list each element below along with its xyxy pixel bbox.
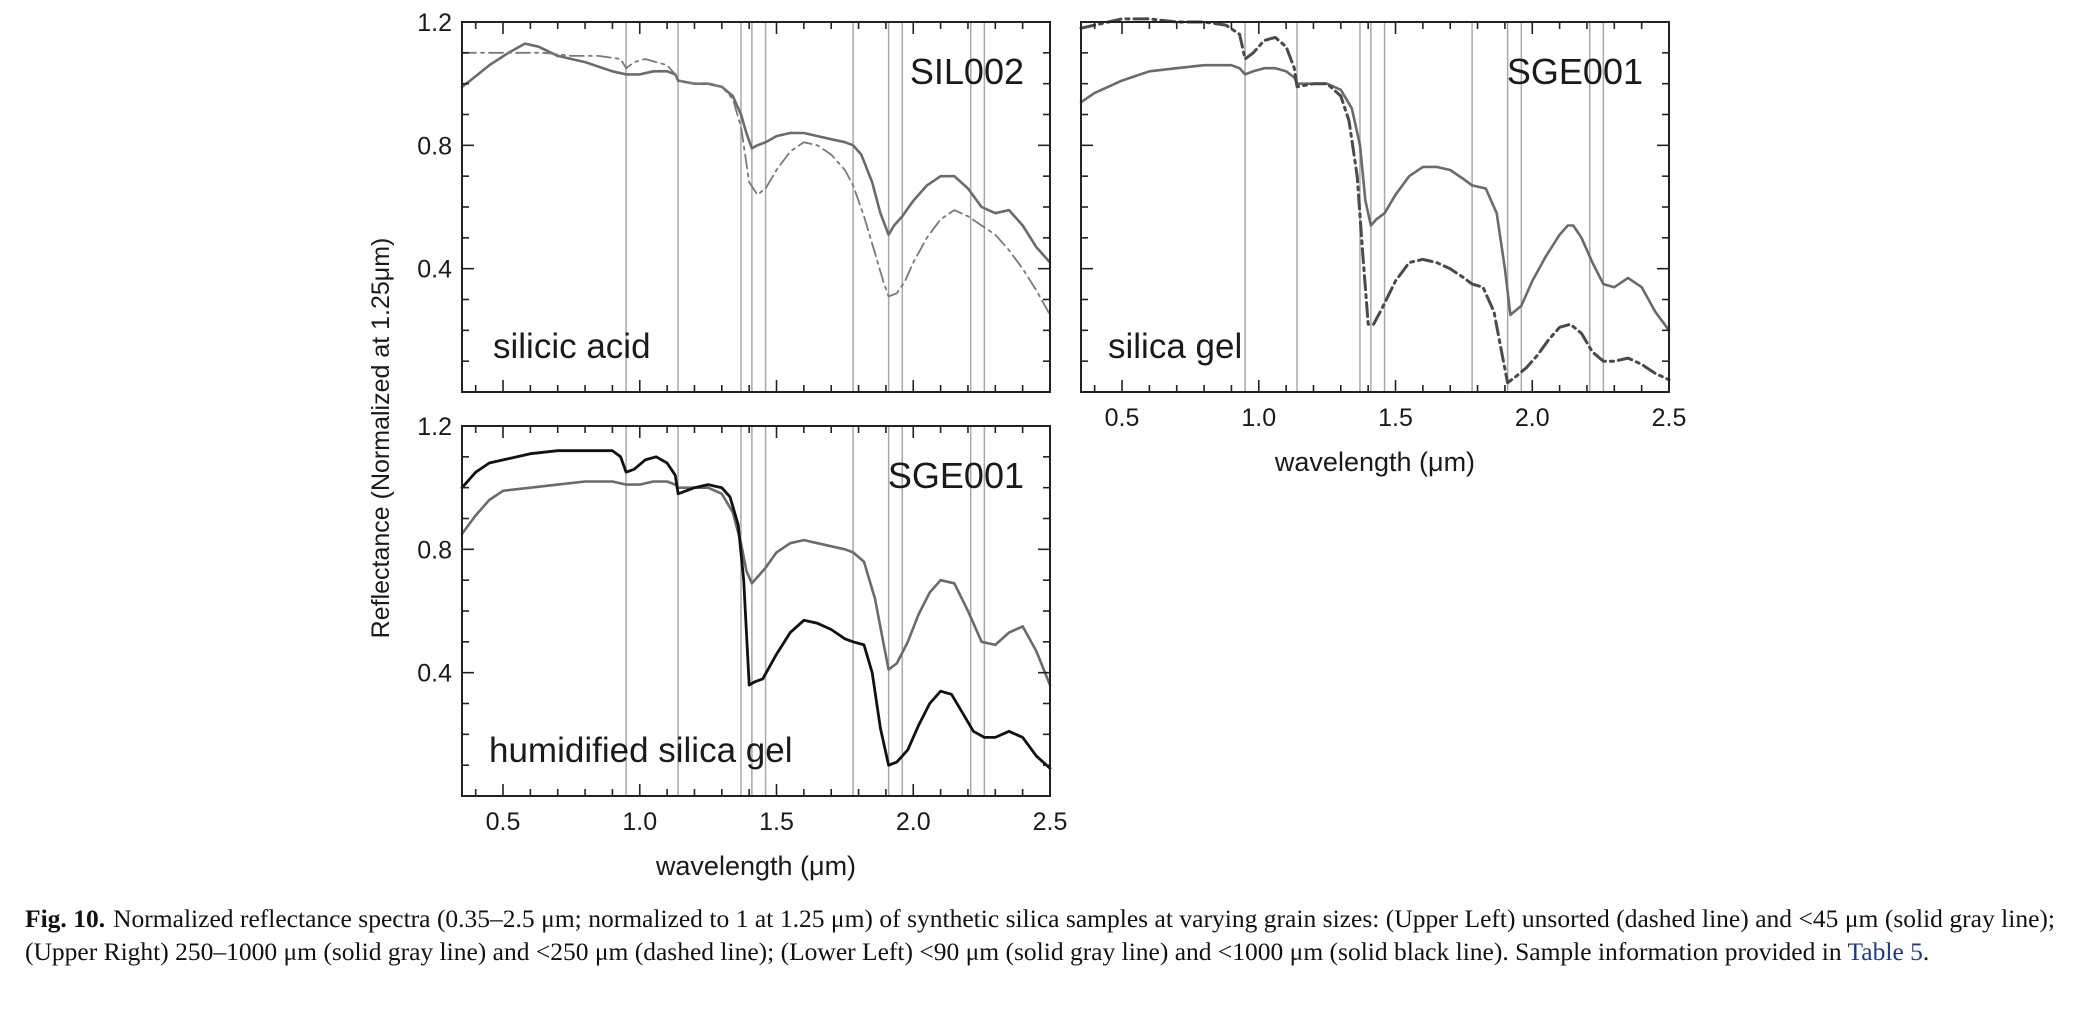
x-tick-label-lower-left-3: 2.0 [896, 808, 931, 836]
material-label-upper-left: silicic acid [493, 327, 651, 366]
y-tick-label-upper-left-0: 1.2 [417, 9, 452, 37]
panel-upper-left: 1.2 0.8 0.4 SIL002 silicic acid [417, 9, 1052, 393]
series-line-upper-right-dark-dashdot [1079, 17, 1671, 385]
figure: Reflectance (Normalized at 1.25μm) 1.2 0.… [367, 9, 1687, 881]
sample-id-upper-left: SIL002 [910, 51, 1024, 92]
x-tick-label-upper-right-4: 2.5 [1652, 404, 1687, 432]
series-line-upper-left-gray-dashdot [461, 51, 1051, 316]
x-tick-label-lower-left-1: 1.0 [622, 808, 657, 836]
caption-label: Fig. 10. [25, 904, 106, 933]
x-tick-label-upper-right-1: 1.0 [1241, 404, 1276, 432]
series-line-upper-left-gray-solid [460, 42, 1052, 264]
material-label-upper-right: silica gel [1108, 327, 1242, 366]
y-tick-label-lower-left-0: 1.2 [417, 413, 452, 441]
x-axis-label-upper-right: wavelength (μm) [1274, 447, 1475, 477]
series-line-upper-right-gray-solid [1079, 63, 1671, 332]
x-tick-label-upper-right-2: 1.5 [1378, 404, 1413, 432]
series-line-lower-left-black-solid [460, 449, 1052, 770]
x-axis-label-lower-left: wavelength (μm) [655, 851, 856, 881]
panel-lower-left: 1.2 0.8 0.4 0.5 1.0 1.5 2.0 2.5 wavelength (μm) S… [417, 413, 1067, 881]
figure-caption: Fig. 10. Normalized reflectance spectra (… [25, 902, 2055, 968]
y-tick-label-upper-left-1: 0.8 [417, 132, 452, 160]
table-5-link[interactable]: Table 5 [1847, 937, 1923, 966]
sample-id-upper-right: SGE001 [1507, 51, 1643, 92]
series-line-lower-left-gray-solid [460, 480, 1052, 687]
y-tick-label-lower-left-1: 0.8 [417, 536, 452, 564]
material-label-lower-left: humidified silica gel [489, 731, 792, 770]
x-tick-label-upper-right-3: 2.0 [1515, 404, 1550, 432]
x-tick-label-lower-left-2: 1.5 [759, 808, 794, 836]
y-tick-label-lower-left-2: 0.4 [417, 660, 452, 688]
y-tick-label-upper-left-2: 0.4 [417, 256, 452, 284]
panel-upper-right: 0.5 1.0 1.5 2.0 2.5 wavelength (μm) SGE001 sili… [1079, 17, 1687, 477]
sample-id-lower-left: SGE001 [888, 455, 1024, 496]
y-axis-label: Reflectance (Normalized at 1.25μm) [367, 238, 395, 639]
x-tick-label-upper-right-0: 0.5 [1105, 404, 1140, 432]
caption-text: Normalized reflectance spectra (0.35–2.5… [25, 904, 2055, 966]
x-tick-label-lower-left-4: 2.5 [1033, 808, 1068, 836]
x-tick-label-lower-left-0: 0.5 [486, 808, 521, 836]
caption-end: . [1922, 937, 1930, 966]
